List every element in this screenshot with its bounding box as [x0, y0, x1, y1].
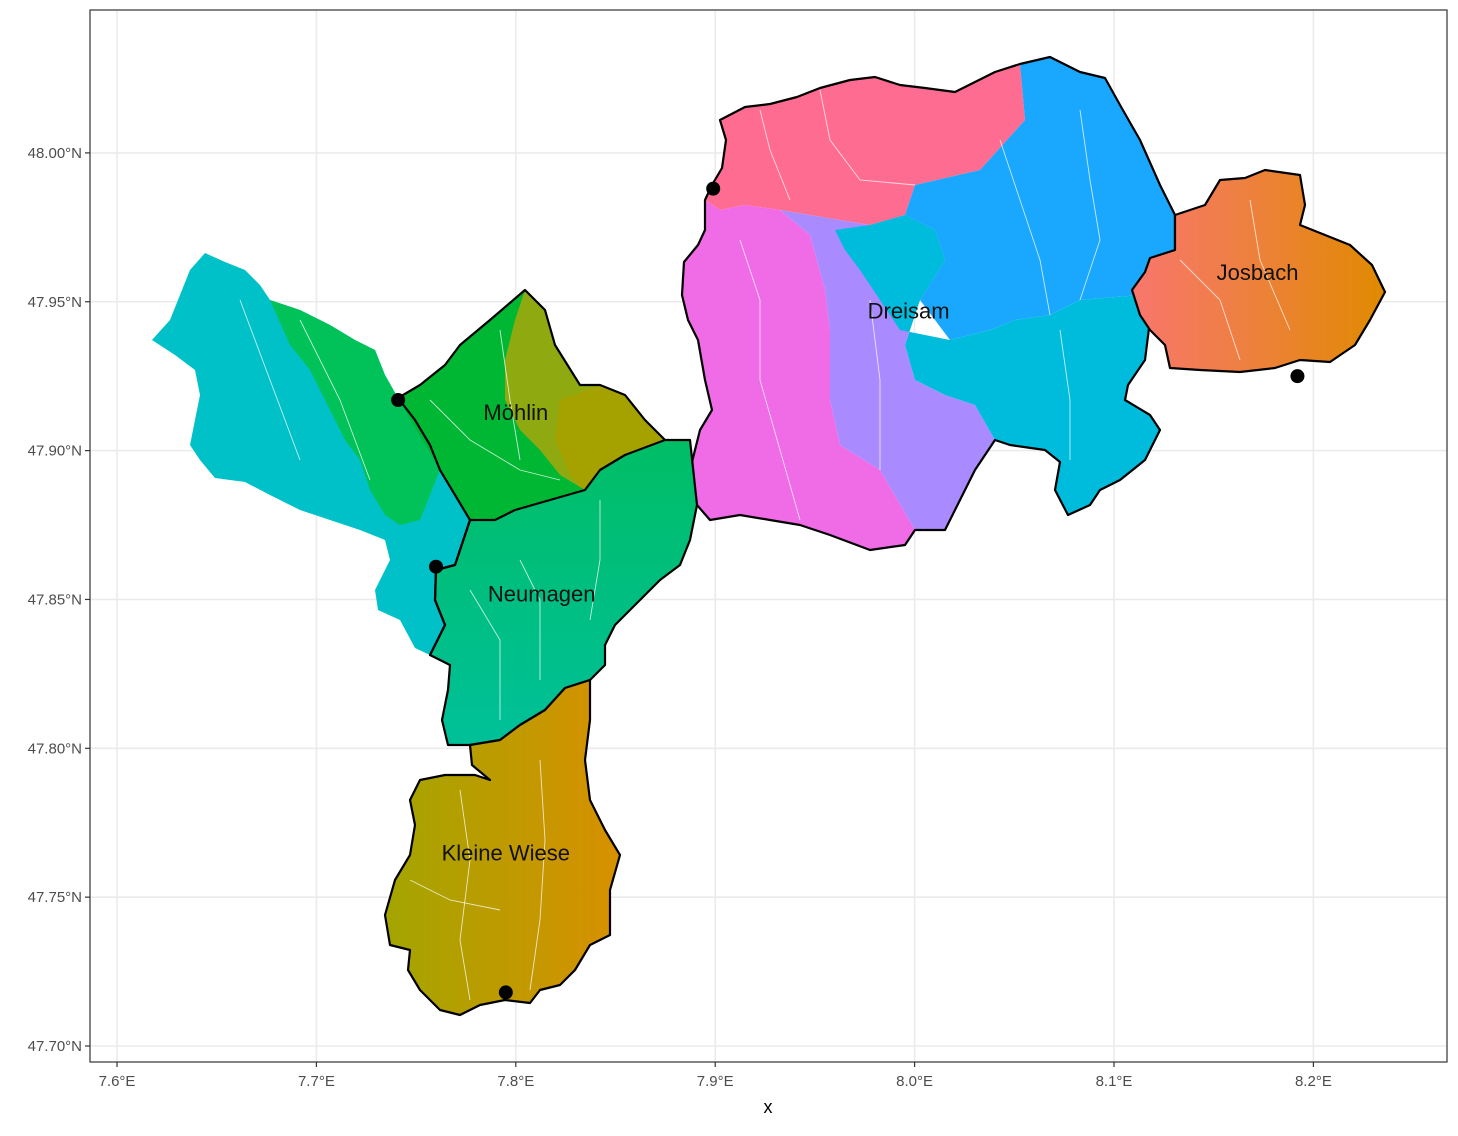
basin-josbach: [1130, 168, 1387, 374]
basin-kleine-wiese: [383, 678, 622, 1017]
x-tick-label: 8.0°E: [896, 1073, 933, 1090]
dreisam-blue-zone: [905, 57, 1175, 340]
basin-label: Josbach: [1217, 260, 1299, 285]
y-tick-label: 48.00°N: [28, 145, 82, 162]
y-tick-label: 47.75°N: [28, 889, 82, 906]
dreisam-red-zone: [705, 64, 1025, 225]
outlet-point: [391, 392, 406, 407]
x-axis-title: x: [764, 1097, 773, 1117]
x-tick-label: 7.8°E: [497, 1073, 534, 1090]
dreisam-magenta-zone: [682, 200, 915, 550]
x-tick-label: 8.1°E: [1096, 1073, 1133, 1090]
y-tick-label: 47.85°N: [28, 591, 82, 608]
outlet-point: [429, 559, 444, 574]
basin-label: Kleine Wiese: [442, 840, 570, 865]
dreisam-violet-zone: [780, 210, 995, 530]
y-tick-label: 47.80°N: [28, 740, 82, 757]
y-axis-ticks: 47.70°N 47.75°N 47.80°N 47.85°N 47.90°N 47.95…: [28, 145, 90, 1055]
outlet-point: [706, 181, 721, 196]
x-axis-ticks: 7.6°E 7.7°E 7.8°E 7.9°E 8.0°E 8.1°E 8.2°E: [99, 1062, 1332, 1090]
josbach-fill: [1130, 168, 1387, 374]
x-tick-label: 7.7°E: [298, 1073, 335, 1090]
basin-neumagen: [428, 438, 699, 747]
basin-label: Möhlin: [483, 400, 548, 425]
subcatchment-lines: [239, 89, 1291, 1001]
mohlin-green-zone: [270, 300, 480, 525]
x-tick-label: 7.6°E: [99, 1073, 136, 1090]
outlet-point: [498, 985, 513, 1000]
kleinewiese-fill: [383, 678, 622, 1017]
basin-polygons: [152, 55, 1387, 1017]
y-tick-label: 47.90°N: [28, 443, 82, 460]
outlet-points: [391, 181, 1305, 1000]
panel-border: [89, 9, 1448, 1063]
x-tick-label: 7.9°E: [697, 1073, 734, 1090]
dreisam-cyan-zone: [835, 215, 1160, 515]
dreisam-outline: [680, 55, 1177, 552]
basin-dreisam: [680, 55, 1177, 552]
neumagen-fill: [428, 438, 699, 747]
y-tick-label: 47.70°N: [28, 1038, 82, 1055]
x-tick-label: 8.2°E: [1295, 1073, 1332, 1090]
outlet-point: [1290, 369, 1305, 384]
mohlin-outline: [397, 288, 666, 441]
divide-line: [397, 397, 472, 656]
mohlin-cyan-zone: [152, 253, 470, 655]
basin-mohlin: [152, 253, 666, 655]
y-tick-label: 47.95°N: [28, 294, 82, 311]
basin-label: Dreisam: [868, 299, 950, 324]
basin-label: Neumagen: [488, 581, 596, 606]
basin-labels: Dreisam Josbach Möhlin Neumagen Kleine Wiese: [442, 260, 1299, 866]
